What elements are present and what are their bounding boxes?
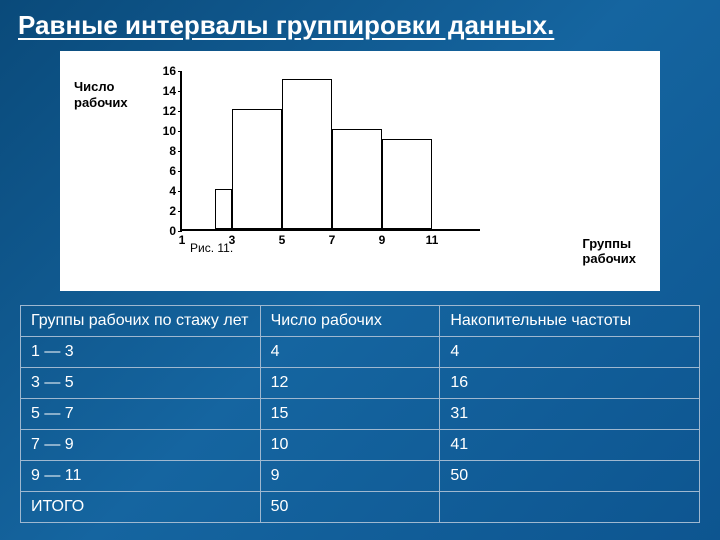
- chart-ytick-label: 2: [169, 204, 176, 218]
- chart-panel: Число рабочих 02468101214161357911 Рис. …: [60, 51, 660, 291]
- chart-ytick-mark: [178, 91, 182, 92]
- table-cell: 9 — 11: [21, 461, 261, 492]
- chart-ytick-mark: [178, 131, 182, 132]
- table-cell: [440, 492, 700, 523]
- chart-xtick-label: 11: [426, 233, 439, 247]
- chart-ytick-mark: [178, 111, 182, 112]
- chart-x-axis-label: Группы рабочих: [582, 236, 636, 267]
- table-cell: 5 — 7: [21, 399, 261, 430]
- table-cell: 50: [440, 461, 700, 492]
- table-cell: 4: [260, 337, 440, 368]
- table-header-cell: Накопительные частоты: [440, 306, 700, 337]
- table-row: 7 — 91041: [21, 430, 700, 461]
- chart-ytick-label: 14: [163, 84, 176, 98]
- table-header-cell: Число рабочих: [260, 306, 440, 337]
- chart-ytick-mark: [178, 211, 182, 212]
- chart-ytick-mark: [178, 71, 182, 72]
- chart-plot-area: 02468101214161357911: [180, 71, 480, 231]
- table-cell: 9: [260, 461, 440, 492]
- chart-bar: [232, 109, 282, 229]
- chart-caption: Рис. 11.: [190, 241, 233, 255]
- data-table: Группы рабочих по стажу лет Число рабочи…: [20, 305, 700, 523]
- table-header-row: Группы рабочих по стажу лет Число рабочи…: [21, 306, 700, 337]
- chart-ytick-mark: [178, 231, 182, 232]
- table-cell: 3 — 5: [21, 368, 261, 399]
- chart-ytick-label: 0: [169, 224, 176, 238]
- chart-xtick-label: 9: [379, 233, 386, 247]
- table-cell: 4: [440, 337, 700, 368]
- chart-ytick-mark: [178, 171, 182, 172]
- slide-title: Равные интервалы группировки данных.: [0, 0, 720, 47]
- chart-bar: [282, 79, 332, 229]
- chart-bar: [332, 129, 382, 229]
- table-row: 5 — 71531: [21, 399, 700, 430]
- table-cell: 15: [260, 399, 440, 430]
- table-row: 3 — 51216: [21, 368, 700, 399]
- chart-xtick-label: 1: [179, 233, 186, 247]
- table-cell: 12: [260, 368, 440, 399]
- table-cell: 50: [260, 492, 440, 523]
- table-cell: 7 — 9: [21, 430, 261, 461]
- table-cell: 31: [440, 399, 700, 430]
- chart-ytick-label: 12: [163, 104, 176, 118]
- table-cell: ИТОГО: [21, 492, 261, 523]
- chart-bar: [382, 139, 432, 229]
- chart-xtick-label: 5: [279, 233, 286, 247]
- chart-ytick-label: 6: [169, 164, 176, 178]
- table-cell: 16: [440, 368, 700, 399]
- chart-bar: [215, 189, 233, 229]
- chart-ytick-label: 16: [163, 64, 176, 78]
- chart-y-axis-label: Число рабочих: [74, 79, 128, 110]
- table-header-cell: Группы рабочих по стажу лет: [21, 306, 261, 337]
- chart-xtick-label: 7: [329, 233, 336, 247]
- table-cell: 10: [260, 430, 440, 461]
- table-row: 1 — 344: [21, 337, 700, 368]
- chart-ytick-mark: [178, 151, 182, 152]
- chart-ytick-mark: [178, 191, 182, 192]
- chart-ytick-label: 8: [169, 144, 176, 158]
- table-row: ИТОГО50: [21, 492, 700, 523]
- table-cell: 41: [440, 430, 700, 461]
- chart-ytick-label: 4: [169, 184, 176, 198]
- table-row: 9 — 11950: [21, 461, 700, 492]
- chart-ytick-label: 10: [163, 124, 176, 138]
- table-cell: 1 — 3: [21, 337, 261, 368]
